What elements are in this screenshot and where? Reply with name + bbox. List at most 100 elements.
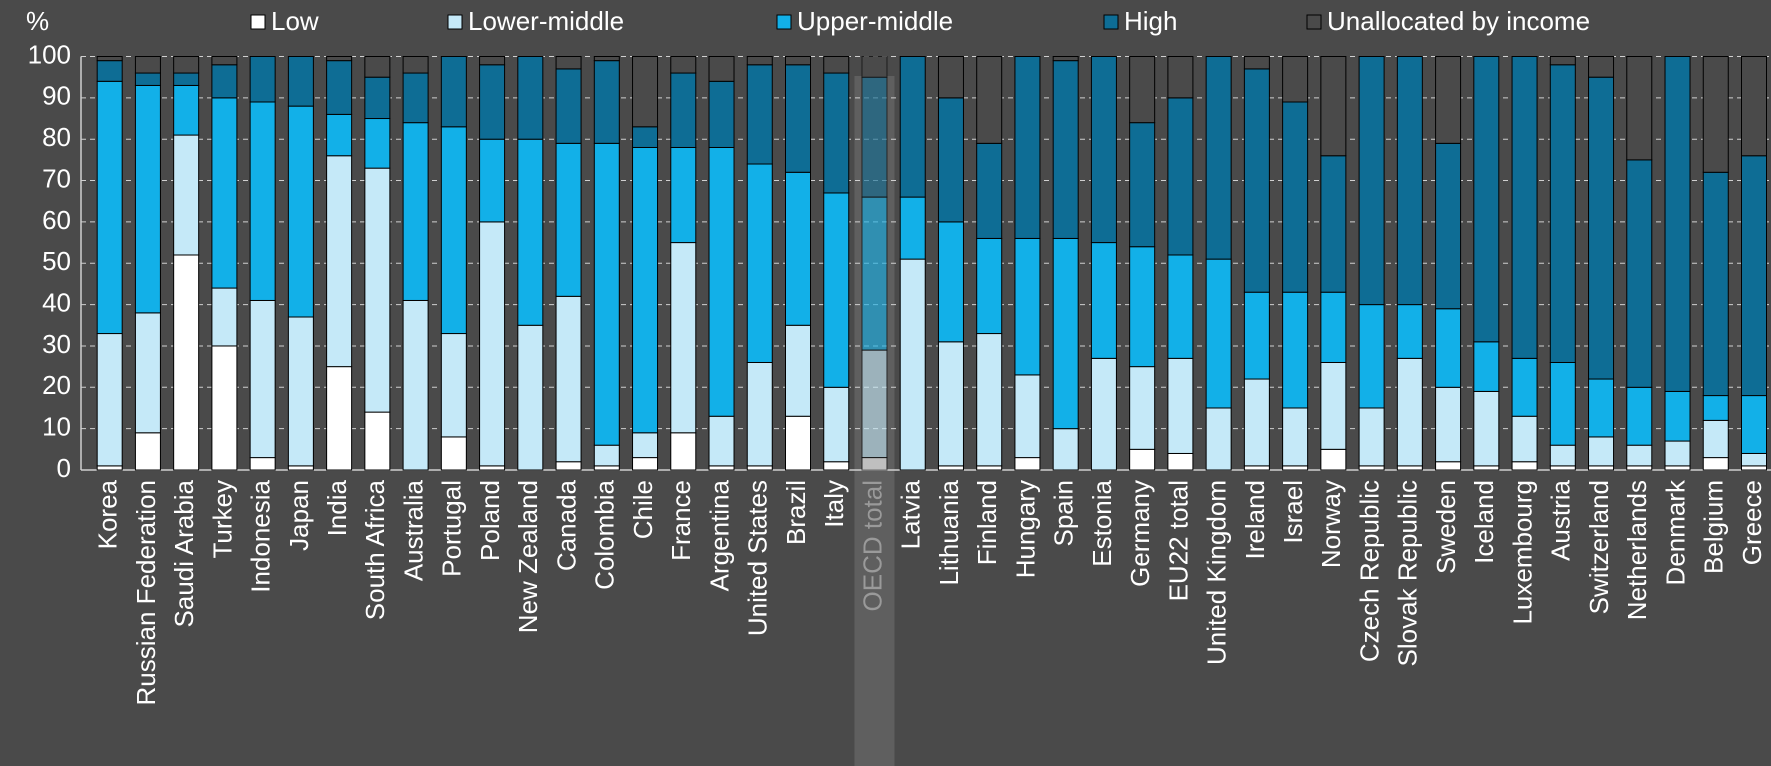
- bar-segment: [1702, 457, 1729, 471]
- x-tick-label: Iceland: [1469, 480, 1499, 564]
- bar-segment: [823, 192, 850, 388]
- bar-segment: [1320, 155, 1347, 293]
- bar-segment: [823, 386, 850, 463]
- bar-segment: [1664, 465, 1691, 471]
- x-tick-label: Netherlands: [1622, 480, 1652, 620]
- x-tick-label: Brazil: [781, 480, 811, 545]
- bar-segment: [364, 167, 391, 413]
- bar-segment: [1473, 56, 1500, 343]
- x-tick-label: OECD total: [857, 480, 887, 612]
- bar-segment: [1511, 461, 1538, 471]
- x-tick-label: Hungary: [1010, 480, 1040, 578]
- legend-swatch: [1103, 14, 1119, 30]
- bar-segment: [1473, 390, 1500, 467]
- bar-segment: [1626, 56, 1653, 161]
- x-tick-label: Sweden: [1431, 480, 1461, 574]
- x-tick-label: Chile: [628, 480, 658, 539]
- y-tick-label: 50: [42, 246, 71, 276]
- legend-swatch: [250, 14, 266, 30]
- legend-swatch: [447, 14, 463, 30]
- x-tick-label: Ireland: [1240, 480, 1270, 560]
- bar-segment: [1129, 448, 1156, 471]
- bar-segment: [746, 64, 773, 165]
- bar-segment: [555, 461, 582, 471]
- bar-segment: [1052, 60, 1079, 239]
- bar-segment: [134, 72, 161, 86]
- bar-segment: [211, 64, 238, 99]
- x-tick-label: Indonesia: [246, 479, 276, 592]
- bar-segment: [1014, 374, 1041, 459]
- bar-segment: [555, 68, 582, 144]
- bar-segment: [708, 465, 735, 471]
- bar-segment: [632, 56, 659, 128]
- bar-segment: [1282, 407, 1309, 467]
- bar-segment: [708, 80, 735, 148]
- bar-segment: [1435, 308, 1462, 388]
- bar-segment: [1358, 407, 1385, 467]
- bar-segment: [1664, 56, 1691, 392]
- bar-segment: [746, 361, 773, 467]
- x-tick-label: Greece: [1737, 480, 1767, 565]
- bar-segment: [593, 465, 620, 471]
- legend-label: High: [1124, 6, 1177, 36]
- bar-segment: [96, 465, 123, 471]
- bar-segment: [1320, 448, 1347, 471]
- x-tick-label: Turkey: [207, 480, 237, 559]
- bar-segment: [1243, 56, 1270, 70]
- bar-segment: [402, 122, 429, 301]
- bar-segment: [364, 76, 391, 120]
- bar-segment: [517, 138, 544, 326]
- bar-segment: [479, 465, 506, 471]
- bar-segment: [1664, 390, 1691, 442]
- bar-segment: [632, 126, 659, 148]
- bar-segment: [326, 155, 353, 368]
- bar-segment: [440, 333, 467, 438]
- bar-segment: [1511, 56, 1538, 359]
- y-tick-label: 60: [42, 205, 71, 235]
- bar-segment: [555, 142, 582, 297]
- bar-segment: [1588, 436, 1615, 467]
- bar-segment: [1588, 56, 1615, 78]
- x-tick-label: India: [322, 479, 352, 536]
- bar-segment: [1129, 122, 1156, 248]
- bar-segment: [976, 56, 1003, 144]
- bar-segment: [173, 134, 200, 256]
- bar-segment: [96, 333, 123, 467]
- x-tick-label: Japan: [284, 480, 314, 551]
- x-tick-label: Czech Republic: [1354, 480, 1384, 662]
- bar-segment: [785, 56, 811, 66]
- bar-segment: [555, 295, 582, 463]
- bar-segment: [479, 64, 506, 140]
- bar-segment: [1129, 366, 1156, 450]
- x-tick-label: EU22 total: [1163, 480, 1193, 601]
- x-tick-label: Belgium: [1699, 480, 1729, 574]
- bar-segment: [173, 72, 200, 86]
- bar-segment: [1014, 237, 1041, 376]
- bar-segment: [440, 56, 467, 128]
- bar-segment: [1702, 56, 1729, 173]
- bar-segment: [1549, 361, 1576, 446]
- bar-segment: [861, 196, 888, 351]
- bar-segment: [1588, 76, 1615, 380]
- y-tick-label: 20: [42, 370, 71, 400]
- x-tick-label: Latvia: [896, 479, 926, 549]
- bar-segment: [861, 76, 888, 198]
- x-tick-label: Germany: [1125, 480, 1155, 587]
- x-tick-label: United States: [743, 480, 773, 636]
- bar-segment: [1549, 444, 1576, 467]
- bar-segment: [1435, 386, 1462, 463]
- x-tick-label: Luxembourg: [1507, 480, 1537, 625]
- bar-segment: [1473, 341, 1500, 392]
- bar-segment: [402, 72, 429, 124]
- bar-segment: [1205, 56, 1232, 260]
- bar-segment: [632, 457, 659, 471]
- bar-segment: [287, 56, 314, 107]
- bar-segment: [670, 432, 697, 471]
- y-tick-label: 10: [42, 412, 71, 442]
- bar-segment: [1664, 440, 1691, 467]
- bar-segment: [1626, 386, 1653, 446]
- bar-segment: [326, 113, 353, 157]
- bar-segment: [1741, 465, 1767, 471]
- bar-segment: [1243, 291, 1270, 380]
